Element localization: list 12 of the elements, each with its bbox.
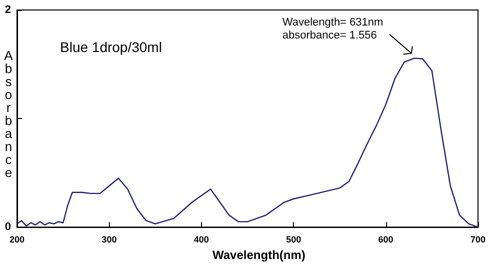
annotation: Wavelength= 631nm absorbance= 1.556 — [282, 16, 384, 42]
text: Blue 1drop/30ml — [60, 39, 162, 55]
x-tick-label: 200 — [9, 234, 25, 245]
x-tick-label: 300 — [102, 234, 117, 245]
x-tick-label: 500 — [286, 234, 302, 245]
y-tick-label: 0 — [4, 221, 11, 234]
x-tick-label: 400 — [194, 234, 209, 245]
x-tick-label: 600 — [378, 234, 394, 245]
x-axis-title: Wavelength(nm) — [212, 248, 306, 262]
y-tick-label: 2 — [4, 4, 11, 16]
x-tick-label: 700 — [470, 234, 486, 245]
y-axis-title: Absorbance — [1, 48, 16, 178]
